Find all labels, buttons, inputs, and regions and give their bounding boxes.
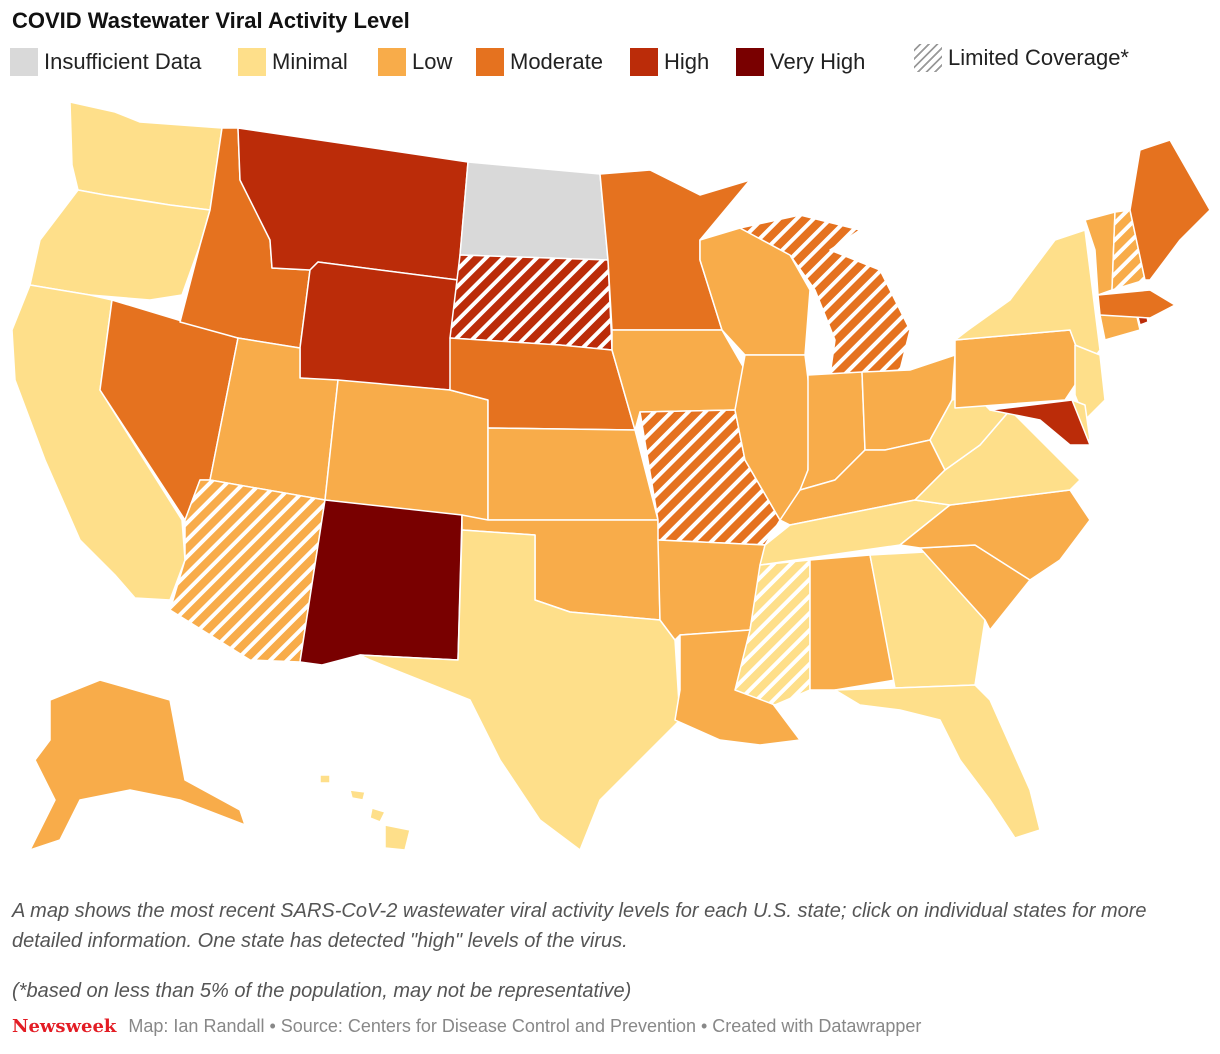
chart-title: COVID Wastewater Viral Activity Level — [12, 8, 410, 33]
state-arizona[interactable] — [169, 479, 326, 663]
state-hawaii[interactable] — [319, 774, 411, 851]
state-new-jersey[interactable] — [1074, 344, 1106, 421]
legend-label: Moderate — [510, 49, 603, 74]
state-arkansas[interactable] — [657, 539, 766, 641]
us-map — [0, 90, 1220, 890]
state-texas[interactable] — [359, 529, 681, 851]
legend-label: High — [664, 49, 710, 74]
state-maine[interactable] — [1129, 139, 1211, 281]
legend-item-high: High — [630, 46, 709, 78]
state-montana[interactable] — [237, 127, 469, 281]
state-new-mexico[interactable] — [299, 499, 463, 666]
state-vermont[interactable] — [1084, 211, 1116, 296]
credits: Map: Ian Randall • Source: Centers for D… — [128, 1016, 922, 1036]
legend-swatch — [476, 48, 504, 76]
state-michigan[interactable] — [739, 214, 911, 376]
legend-label: Limited Coverage* — [948, 45, 1129, 70]
state-massachusetts[interactable] — [1097, 289, 1176, 319]
state-wyoming[interactable] — [299, 261, 459, 391]
legend: Insufficient Data Minimal Low Moderate H… — [10, 44, 1210, 78]
legend-item-very-high: Very High — [736, 46, 865, 78]
legend-label: Insufficient Data — [44, 49, 202, 74]
legend-swatch — [630, 48, 658, 76]
legend-item-minimal: Minimal — [238, 46, 348, 78]
state-georgia[interactable] — [869, 551, 986, 689]
chart-description: A map shows the most recent SARS-CoV-2 w… — [12, 900, 1147, 952]
chart-note: (*based on less than 5% of the populatio… — [12, 980, 632, 1002]
map-svg — [11, 101, 1211, 851]
legend-item-insufficient-data: Insufficient Data — [10, 46, 201, 78]
legend-swatch — [238, 48, 266, 76]
legend-item-moderate: Moderate — [476, 46, 603, 78]
legend-label: Very High — [770, 49, 866, 74]
state-pennsylvania[interactable] — [954, 329, 1086, 409]
state-colorado[interactable] — [324, 379, 489, 521]
legend-item-low: Low — [378, 46, 452, 78]
legend-swatch — [378, 48, 406, 76]
legend-label: Low — [412, 49, 453, 74]
state-north-dakota[interactable] — [459, 161, 609, 261]
state-alabama[interactable] — [809, 554, 896, 691]
state-maryland[interactable] — [989, 399, 1091, 446]
state-south-dakota[interactable] — [449, 254, 613, 351]
legend-swatch — [10, 48, 38, 76]
legend-label: Minimal — [272, 49, 348, 74]
legend-swatch — [736, 48, 764, 76]
state-kansas[interactable] — [487, 427, 659, 521]
footer: Newsweek Map: Ian Randall • Source: Cent… — [12, 1016, 921, 1037]
state-florida[interactable] — [834, 684, 1041, 839]
state-new-york[interactable] — [954, 229, 1101, 371]
state-oregon[interactable] — [29, 189, 211, 301]
state-alaska[interactable] — [29, 679, 246, 851]
legend-item-limited-coverage: Limited Coverage* — [914, 42, 1129, 74]
hatch-swatch — [914, 44, 942, 72]
newsweek-logo: Newsweek — [12, 1016, 117, 1037]
